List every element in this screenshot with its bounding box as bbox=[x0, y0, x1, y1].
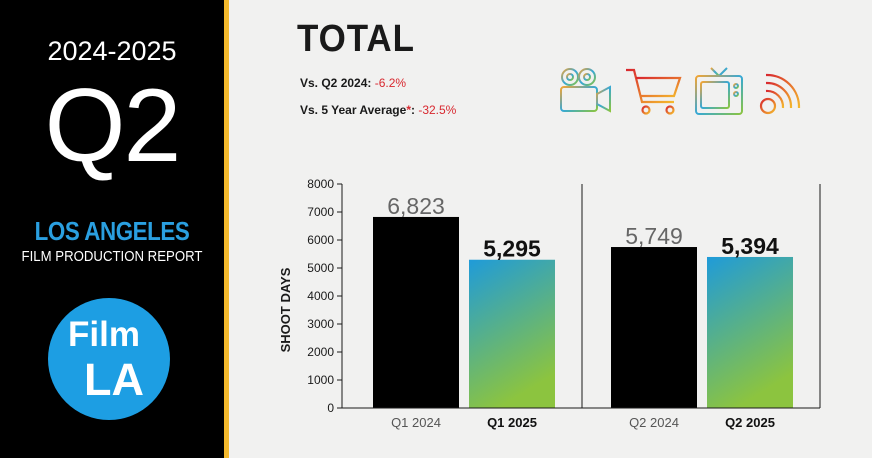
bar-value-label: 6,823 bbox=[387, 193, 445, 219]
x-tick-label: Q1 2024 bbox=[391, 415, 441, 430]
comparison-q2-2024: Vs. Q2 2024: -6.2% bbox=[300, 76, 406, 90]
television-icon bbox=[695, 67, 743, 115]
bar-value-label: 5,295 bbox=[483, 236, 541, 262]
sidebar-panel: 2024-2025 Q2 LOS ANGELES FILM PRODUCTION… bbox=[0, 0, 224, 458]
city-name: LOS ANGELES bbox=[34, 216, 190, 246]
web-signal-icon bbox=[759, 73, 801, 115]
bars: 6,823 5,295 5,749 5,394 bbox=[373, 193, 793, 408]
y-tick-label: 8000 bbox=[307, 177, 334, 191]
logo-line-la: LA bbox=[84, 354, 144, 405]
y-tick-label: 0 bbox=[327, 401, 334, 415]
y-tick-label: 1000 bbox=[307, 373, 334, 387]
comparison-5yr-colon: : bbox=[410, 103, 415, 117]
comparison-q2-2024-value: -6.2% bbox=[374, 76, 407, 90]
y-axis: 0 1000 2000 3000 4000 5000 6000 7000 8000 bbox=[307, 177, 343, 415]
y-tick-label: 2000 bbox=[307, 345, 334, 359]
x-tick-label: Q2 2025 bbox=[725, 415, 775, 430]
x-tick-label: Q1 2025 bbox=[487, 415, 537, 430]
bar bbox=[469, 259, 555, 408]
comparison-5yr-asterisk: * bbox=[406, 103, 411, 117]
bar bbox=[373, 216, 459, 408]
comparison-5yr-value: -32.5% bbox=[418, 103, 457, 117]
year-range: 2024-2025 bbox=[47, 36, 177, 66]
filmla-logo: Film LA bbox=[48, 298, 170, 420]
shopping-cart-icon bbox=[626, 68, 682, 115]
category-icons bbox=[560, 67, 801, 115]
y-tick-label: 5000 bbox=[307, 261, 334, 275]
comparison-5yr-avg: Vs. 5 Year Average*: -32.5% bbox=[300, 103, 456, 117]
quarter-label: Q2 bbox=[44, 68, 182, 184]
page-title: TOTAL bbox=[297, 18, 415, 60]
x-tick-label: Q2 2024 bbox=[629, 415, 679, 430]
accent-stripe bbox=[224, 0, 229, 458]
y-tick-label: 3000 bbox=[307, 317, 334, 331]
x-axis: Q1 2024 Q1 2025 Q2 2024 Q2 2025 bbox=[342, 184, 821, 430]
y-tick-label: 6000 bbox=[307, 233, 334, 247]
logo-line-film: Film bbox=[68, 315, 140, 354]
bar bbox=[611, 247, 697, 408]
bar-value-label: 5,394 bbox=[721, 233, 779, 259]
comparison-q2-2024-label: Vs. Q2 2024: bbox=[300, 76, 372, 90]
y-tick-label: 4000 bbox=[307, 289, 334, 303]
y-tick-label: 7000 bbox=[307, 205, 334, 219]
comparison-5yr-label: Vs. 5 Year Average bbox=[300, 103, 407, 117]
bar bbox=[707, 256, 793, 408]
y-axis-label: SHOOT DAYS bbox=[278, 267, 293, 352]
film-camera-icon bbox=[560, 68, 611, 113]
report-name: FILM PRODUCTION REPORT bbox=[21, 248, 203, 265]
bar-value-label: 5,749 bbox=[625, 223, 683, 249]
